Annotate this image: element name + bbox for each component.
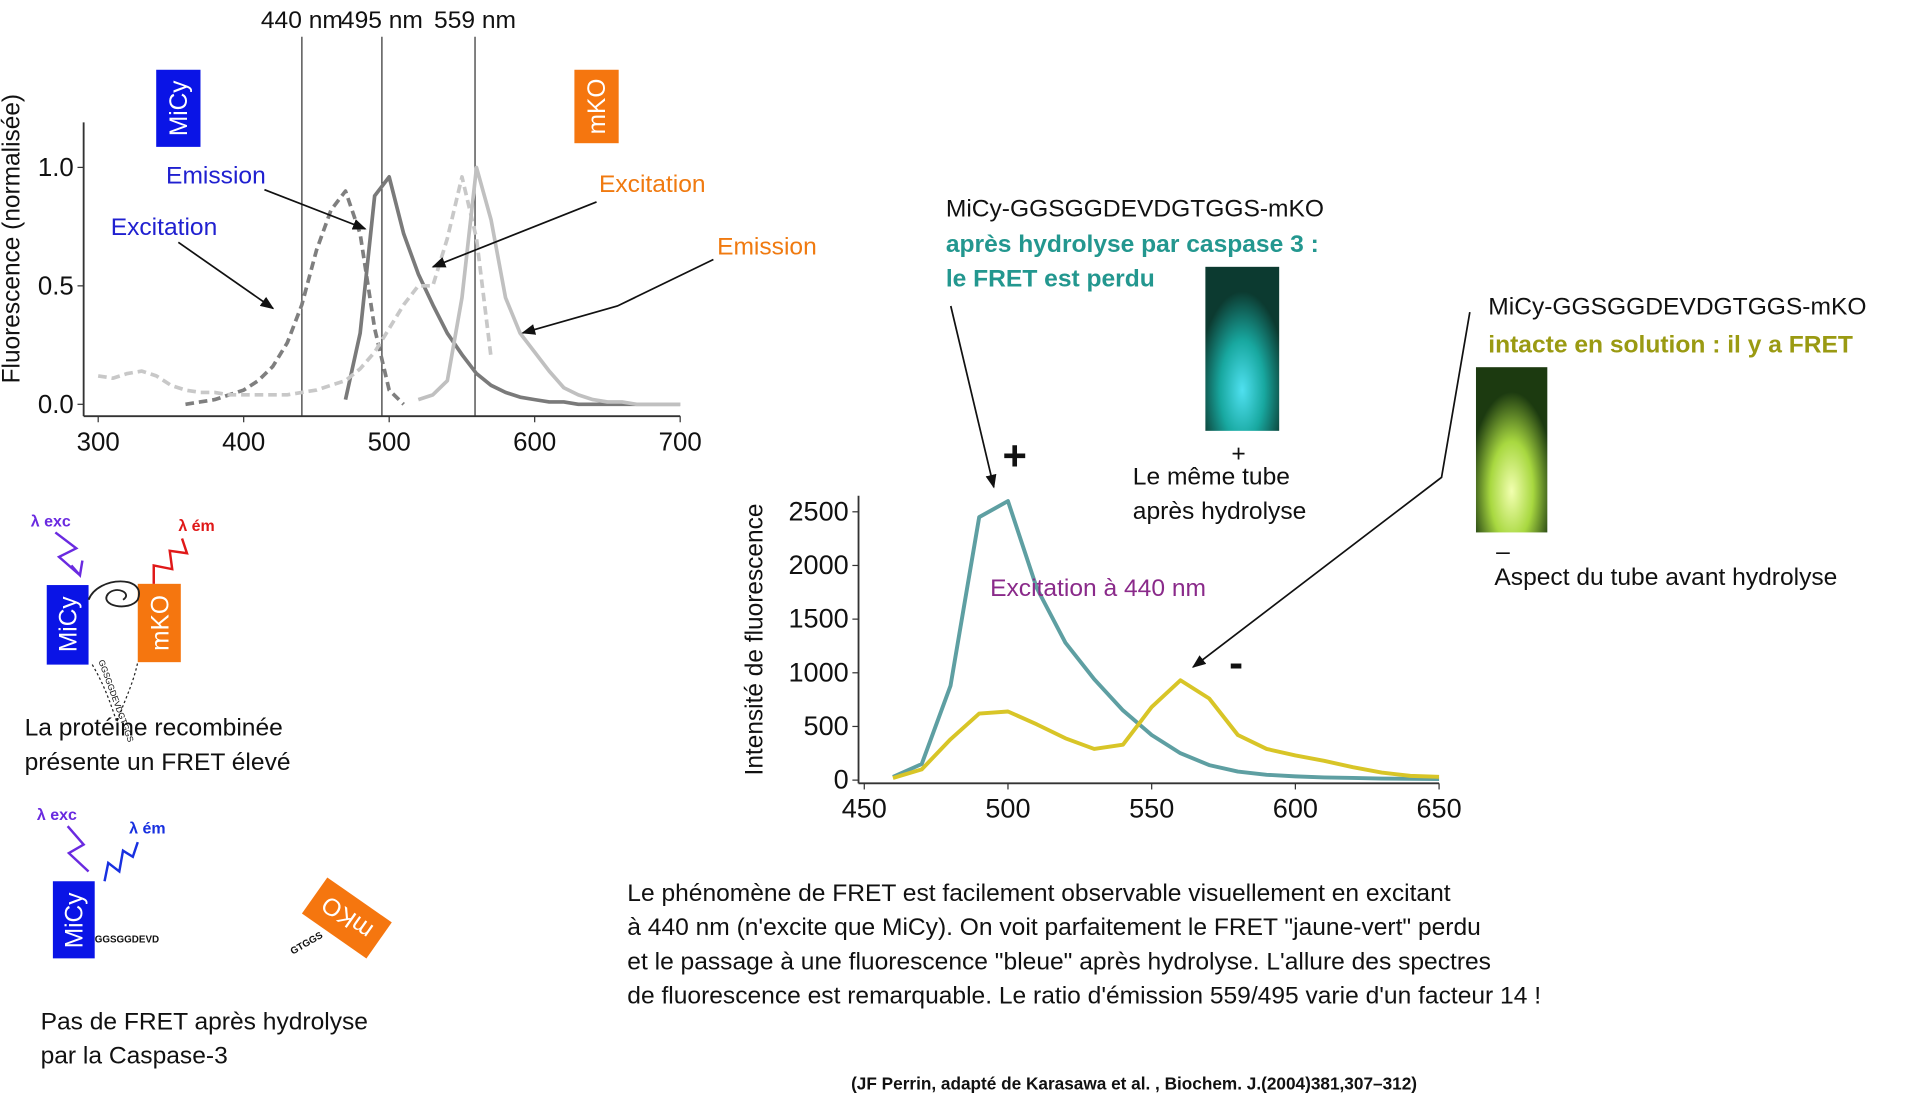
spiral (87, 580, 140, 608)
y-axis-label: Intensité de fluorescence (742, 504, 769, 776)
acceptor-box (301, 877, 392, 959)
reference-label: 559 nm (434, 7, 516, 34)
badge-label: MiCy (166, 80, 193, 136)
series-line (97, 175, 493, 397)
emission-label: λ ém (129, 821, 165, 838)
donor-box (46, 585, 89, 665)
series-line (892, 499, 1440, 782)
tube-caption: après hydrolyse (1133, 498, 1306, 525)
x-tick-label: 400 (222, 428, 265, 456)
hydrolysed-label: le FRET est perdu (946, 265, 1155, 292)
x-tick-label: 650 (1417, 794, 1462, 824)
acceptor-box (137, 583, 181, 663)
linker (91, 662, 139, 725)
tube-caption: Aspect du tube avant hydrolyse (1494, 564, 1837, 591)
arrow (431, 201, 597, 268)
y-tick-label: 0.5 (38, 272, 74, 300)
x-tick-label: 600 (513, 428, 556, 456)
arrow (521, 258, 714, 335)
construct: MiCy-GGSGGDEVDGTGGS-mKO (1488, 294, 1866, 321)
series-line (417, 165, 681, 407)
tube-caption: Le même tube (1133, 464, 1290, 491)
arrow (264, 188, 367, 230)
arrow (177, 241, 275, 310)
intact-label: intacte en solution : il y a FRET (1488, 332, 1853, 359)
y-tick-label: 1.0 (38, 154, 74, 182)
badge (574, 69, 619, 144)
donor-label: MiCy (55, 596, 82, 652)
reference-label: 495 nm (341, 7, 423, 34)
series-label: Excitation (599, 171, 706, 198)
arrow (1191, 311, 1471, 668)
badge-label: mKO (584, 79, 611, 135)
y-tick-label: 2500 (789, 496, 849, 526)
tube-photo (1205, 266, 1280, 431)
paragraph-line: et le passage à une fluorescence "bleue"… (627, 948, 1491, 975)
excitation-wave (54, 531, 84, 579)
excitation-label: λ exc (37, 807, 77, 824)
tube-sign: + (1231, 440, 1245, 467)
hydrolysed-label: après hydrolyse par caspase 3 : (946, 231, 1319, 258)
paragraph-line: de fluorescence est remarquable. Le rati… (627, 983, 1541, 1010)
citation: (JF Perrin, adapté de Karasawa et al. , … (851, 1073, 1417, 1093)
y-tick-label: 1500 (789, 604, 849, 634)
badge (156, 69, 201, 147)
series-line (892, 678, 1440, 780)
tube-sign: – (1496, 538, 1510, 565)
caption: par la Caspase-3 (41, 1043, 228, 1070)
caption: La protéine recombinée (25, 715, 283, 742)
y-axis-label: Fluorescence (normalisée) (0, 94, 26, 384)
emission-wave (152, 538, 189, 584)
linker-label: GTGGS (289, 930, 326, 957)
reference-label: 440 nm (261, 7, 343, 34)
y-tick-label: 500 (804, 711, 849, 741)
peak-sign: + (1003, 432, 1027, 479)
series-line (343, 175, 681, 407)
emission-label: λ ém (178, 518, 214, 535)
y-tick-label: 2000 (789, 550, 849, 580)
tube-photo (1475, 367, 1548, 533)
paragraph-line: à 440 nm (n'excite que MiCy). On voit pa… (627, 914, 1481, 941)
arrow (949, 305, 997, 489)
acceptor-label: mKO (147, 595, 174, 651)
charts: 300 400 500 600 700 0.0 0.5 1.0 Fluorescence (no… (0, 7, 1462, 823)
x-tick-label: 550 (1129, 794, 1174, 824)
acceptor: mKO (301, 877, 392, 959)
series-label: Emission (166, 163, 266, 190)
x-tick-label: 600 (1273, 794, 1318, 824)
excitation-wave (66, 825, 90, 873)
y-tick-label: 0 (834, 765, 849, 795)
x-tick-label: 450 (842, 794, 887, 824)
emission-wave (103, 841, 139, 882)
donor-label: MiCy (61, 892, 88, 948)
paragraph-line: Le phénomène de FRET est facilement obse… (627, 880, 1450, 907)
x-tick-label: 700 (659, 428, 702, 456)
annotation: Excitation à 440 nm (990, 575, 1206, 602)
series-label: Excitation (111, 214, 218, 241)
excitation-label: λ exc (31, 513, 71, 530)
x-tick-label: 500 (368, 428, 411, 456)
construct: MiCy-GGSGGDEVDGTGGS-mKO (946, 196, 1324, 223)
linker-label: GGSGGDEVD (95, 934, 159, 945)
y-tick-label: 1000 (789, 657, 849, 687)
series-label: Emission (717, 234, 817, 261)
peak-sign: - (1229, 639, 1243, 686)
x-tick-label: 300 (77, 428, 120, 456)
donor-box (52, 881, 95, 959)
y-tick-label: 0.0 (38, 391, 74, 419)
caption: présente un FRET élevé (25, 749, 291, 776)
x-tick-label: 500 (985, 794, 1030, 824)
caption: Pas de FRET après hydrolyse (41, 1008, 368, 1035)
